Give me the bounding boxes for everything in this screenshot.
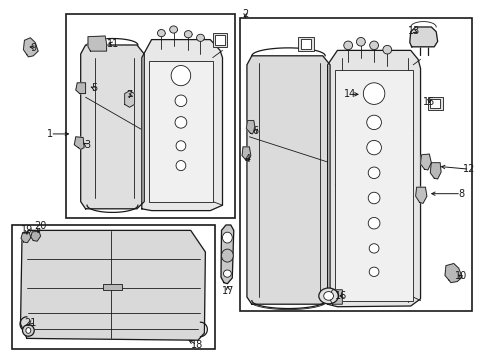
Ellipse shape — [356, 37, 365, 46]
Ellipse shape — [26, 328, 31, 333]
Polygon shape — [420, 154, 430, 170]
Ellipse shape — [368, 244, 378, 253]
Ellipse shape — [169, 26, 177, 33]
Polygon shape — [142, 40, 222, 211]
Ellipse shape — [176, 161, 185, 171]
Text: 5: 5 — [91, 83, 97, 93]
Polygon shape — [74, 137, 84, 149]
Polygon shape — [81, 45, 144, 209]
Ellipse shape — [366, 140, 381, 155]
Text: 13: 13 — [407, 26, 419, 36]
Ellipse shape — [318, 288, 338, 304]
Text: 19: 19 — [20, 225, 33, 235]
Text: 17: 17 — [221, 285, 234, 296]
Text: 3: 3 — [84, 140, 90, 150]
Polygon shape — [327, 50, 420, 307]
Bar — [102, 284, 122, 290]
Ellipse shape — [22, 325, 34, 336]
Text: 14: 14 — [343, 89, 356, 99]
Bar — [215, 35, 224, 45]
Ellipse shape — [363, 83, 384, 104]
Ellipse shape — [222, 232, 232, 243]
Text: 1: 1 — [47, 129, 53, 139]
Polygon shape — [415, 187, 426, 203]
Bar — [300, 39, 311, 49]
Text: 10: 10 — [453, 271, 466, 282]
Bar — [429, 99, 439, 108]
Polygon shape — [246, 121, 255, 134]
Polygon shape — [23, 38, 38, 57]
Bar — [12, 225, 215, 349]
Ellipse shape — [221, 249, 233, 262]
Ellipse shape — [366, 115, 381, 130]
Text: 8: 8 — [457, 189, 463, 199]
Ellipse shape — [369, 41, 378, 50]
Polygon shape — [409, 27, 437, 47]
Bar — [149, 61, 212, 202]
Polygon shape — [444, 264, 461, 283]
Polygon shape — [246, 56, 329, 304]
Text: 9: 9 — [30, 42, 36, 53]
Polygon shape — [20, 230, 205, 340]
Ellipse shape — [157, 30, 165, 37]
Bar — [334, 70, 412, 301]
Ellipse shape — [367, 217, 379, 229]
Text: 2: 2 — [242, 9, 248, 19]
Text: 4: 4 — [244, 154, 250, 164]
Ellipse shape — [171, 66, 190, 86]
Ellipse shape — [382, 45, 391, 54]
Ellipse shape — [323, 292, 333, 300]
Text: 18: 18 — [190, 340, 203, 350]
Polygon shape — [21, 233, 31, 243]
Text: 15: 15 — [422, 96, 435, 107]
Ellipse shape — [176, 141, 185, 151]
Ellipse shape — [184, 31, 192, 38]
Bar — [239, 18, 471, 311]
Bar — [66, 14, 234, 218]
Polygon shape — [31, 231, 41, 241]
Ellipse shape — [223, 270, 231, 277]
Ellipse shape — [367, 167, 379, 179]
Bar — [298, 37, 313, 51]
Text: 20: 20 — [34, 221, 47, 231]
Bar — [212, 33, 227, 47]
Ellipse shape — [175, 95, 186, 107]
Text: 6: 6 — [252, 126, 258, 136]
Ellipse shape — [367, 192, 379, 204]
Ellipse shape — [175, 117, 186, 128]
Text: 16: 16 — [334, 291, 347, 301]
Ellipse shape — [343, 41, 352, 50]
Text: 21: 21 — [24, 318, 37, 328]
Text: 7: 7 — [126, 90, 132, 100]
Bar — [427, 97, 442, 110]
Polygon shape — [328, 290, 342, 304]
Polygon shape — [242, 147, 250, 161]
Polygon shape — [76, 83, 85, 94]
Text: 12: 12 — [462, 164, 475, 174]
Polygon shape — [429, 163, 440, 179]
Polygon shape — [124, 91, 134, 107]
Ellipse shape — [368, 267, 378, 276]
Ellipse shape — [196, 34, 204, 41]
Polygon shape — [221, 225, 233, 284]
Polygon shape — [88, 36, 106, 51]
Text: 11: 11 — [107, 39, 120, 49]
